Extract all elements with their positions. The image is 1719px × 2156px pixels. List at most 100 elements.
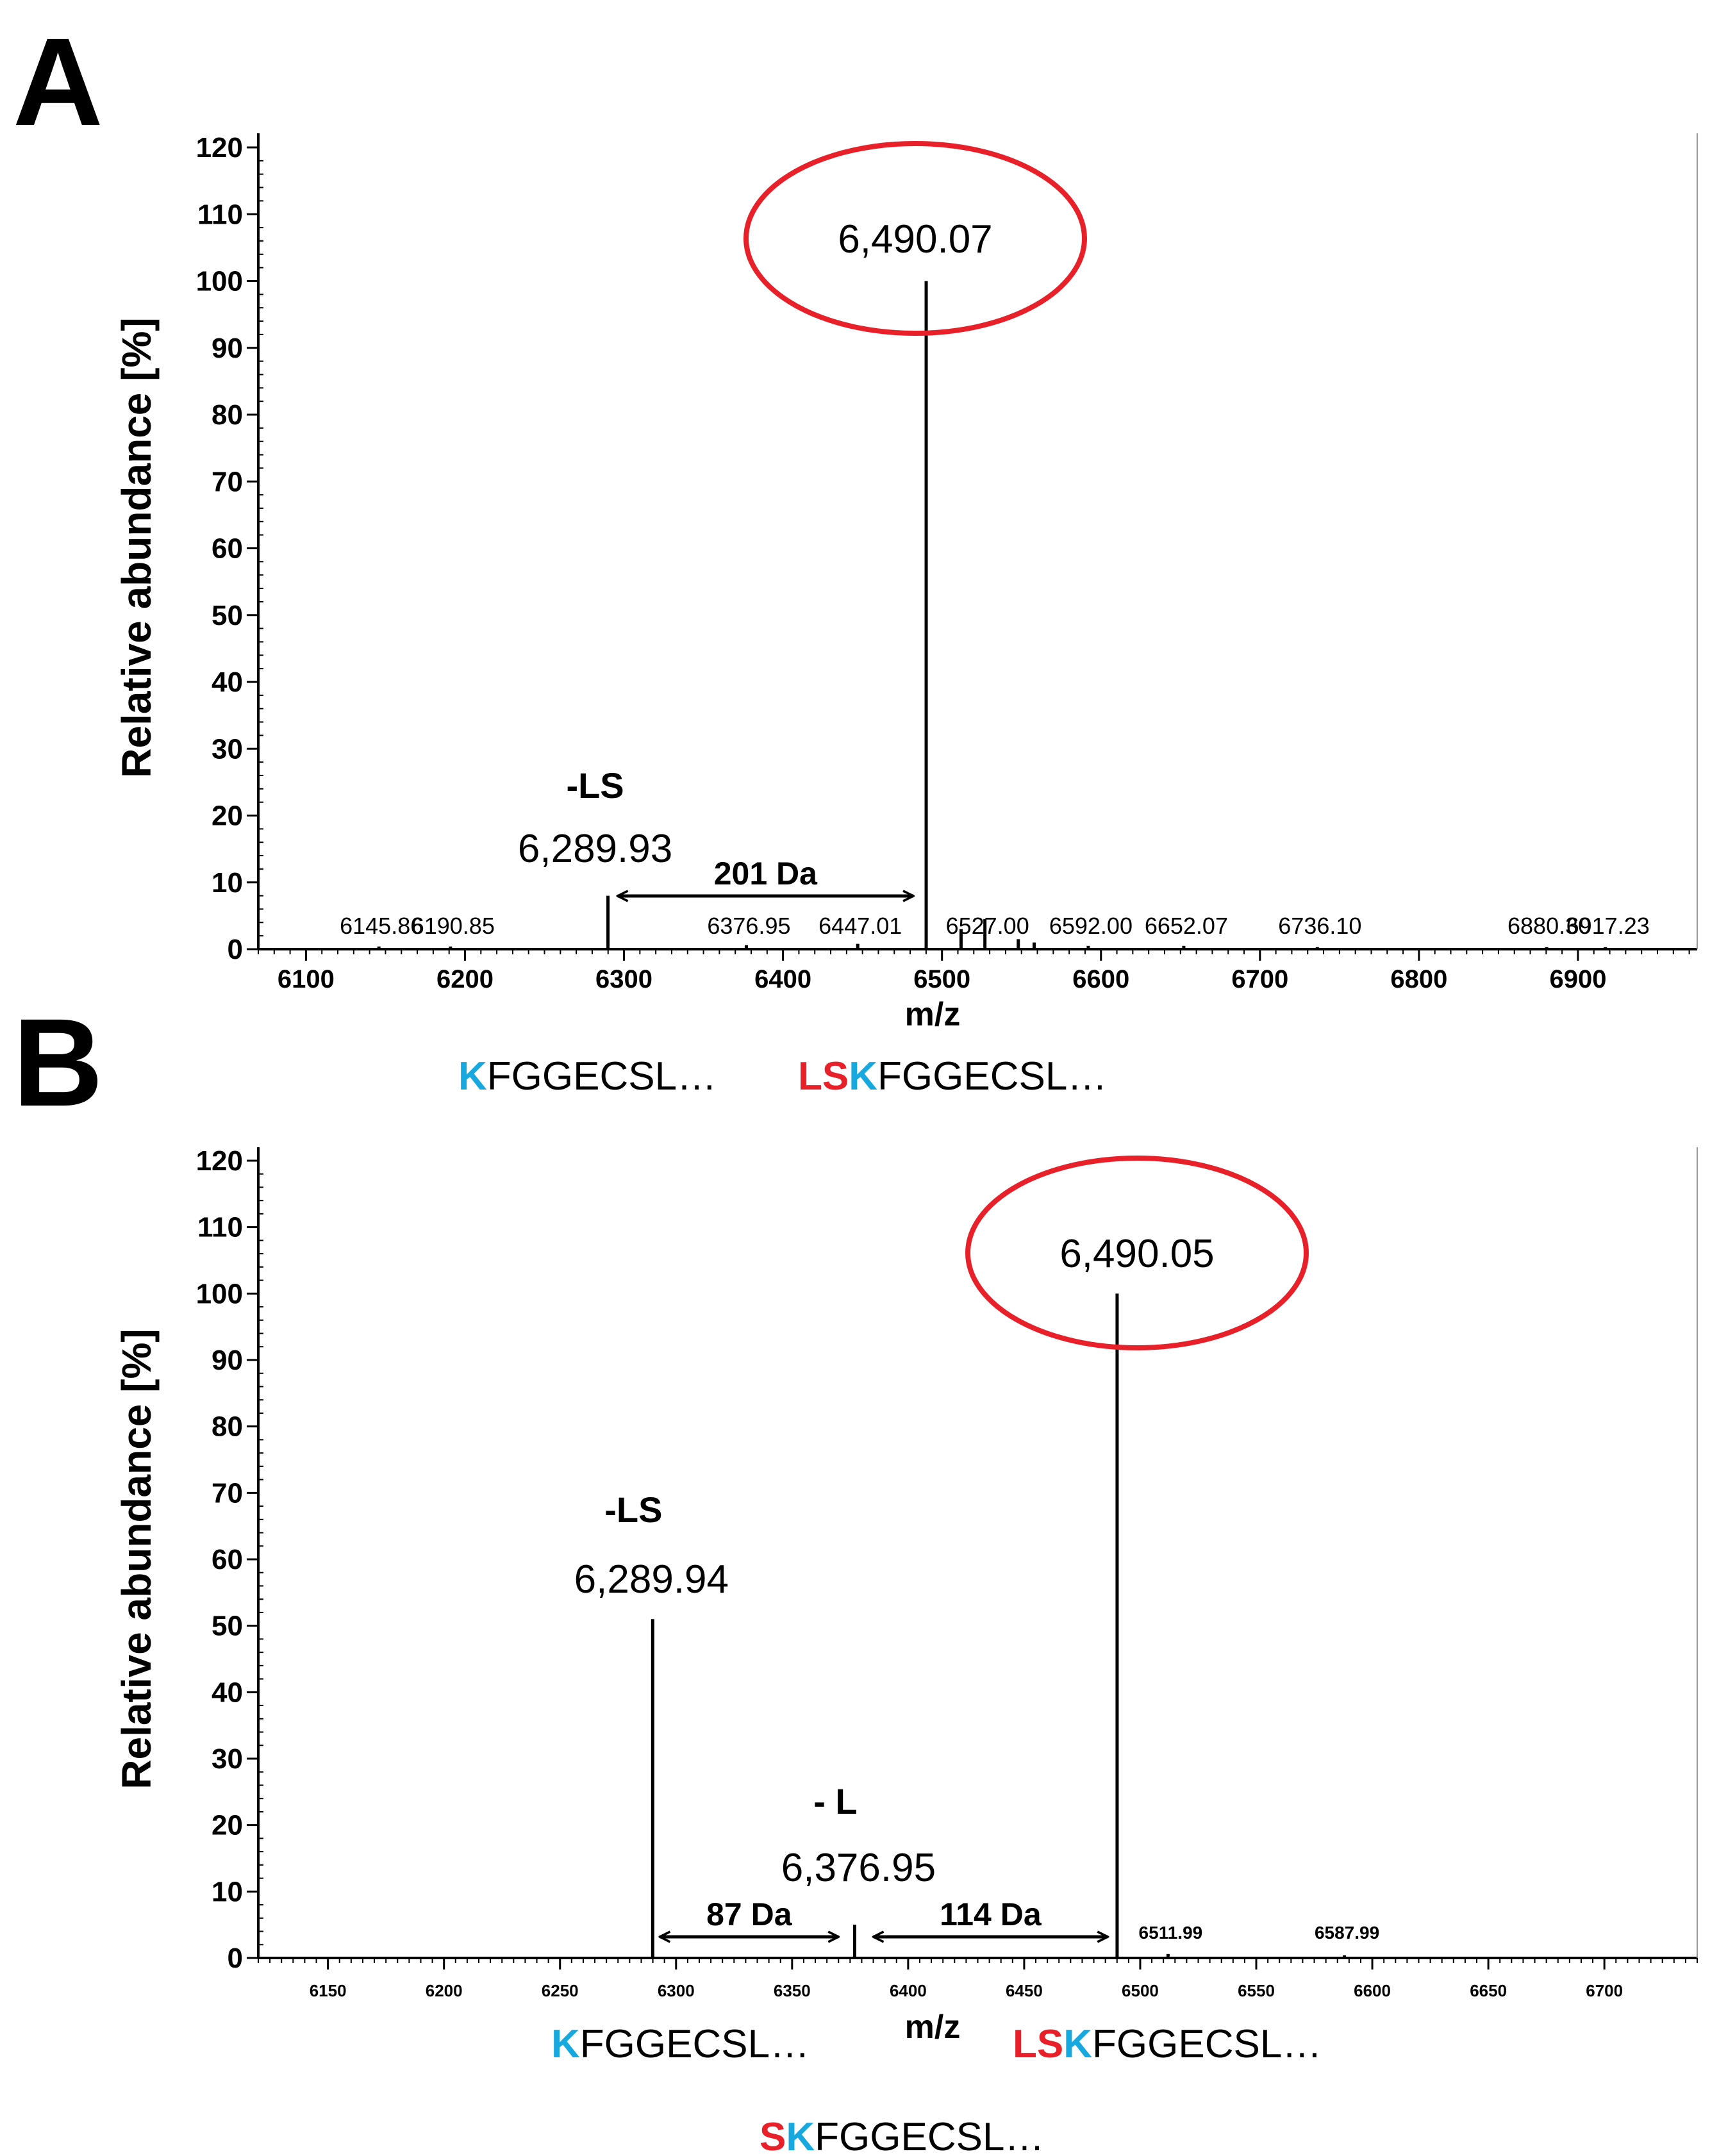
x-tick-label: 6700 [1231,965,1288,993]
y-tick-label: 110 [197,199,243,230]
y-axis-label: Relative abundance [%] [113,317,160,777]
x-tick-label: 6550 [1238,1981,1275,2000]
y-tick-label: 120 [196,132,243,163]
y-tick-label: 80 [212,399,243,431]
x-tick-label: 6100 [278,965,335,993]
x-tick-label: 6600 [1072,965,1129,993]
peak-label: 6447.01 [818,913,902,939]
sequence-part: K [551,2022,580,2066]
loss-label: -LS [604,1489,662,1530]
x-tick-label: 6300 [658,1981,695,2000]
peak-label: 6592.00 [1049,913,1133,939]
x-tick-label: 6200 [436,965,494,993]
y-tick-label: 30 [212,733,243,765]
main-peak-label: 6,490.05 [1059,1232,1214,1276]
peak-label: 6376.95 [707,913,790,939]
panel-a: A 0 10 20 30 40 50 60 70 80 90 100 110 120 6100 6200 630… [13,12,1698,1099]
y-tick-label: 30 [212,1743,243,1775]
peak-label: 6652.07 [1145,913,1228,939]
x-tick-label: 6400 [754,965,811,993]
panel-b: B 0 10 20 30 40 50 60 70 80 90 100 110 120 6150 6200 625… [13,993,1698,2156]
y-tick-label: 110 [197,1212,243,1243]
y-tick-label: 20 [212,1810,243,1841]
sequence-part: K [786,2115,815,2156]
sequence-part: K [458,1054,487,1099]
y-tick-label: 70 [212,1477,243,1509]
y-tick-label: 90 [212,1345,243,1376]
sequence-part: L [798,1054,822,1099]
y-tick-label: 120 [196,1145,243,1177]
sequence-label: KFGGECSL… [458,1054,717,1099]
y-tick-label: 70 [212,466,243,497]
sequence-label: KFGGECSL… [551,2022,810,2066]
sequence-label: LSKFGGECSL… [1013,2022,1322,2066]
sequence-part: K [849,1054,877,1099]
peak-label: 6736.10 [1278,913,1361,939]
y-tick-label: 60 [212,1544,243,1575]
loss-label: -LS [566,765,624,806]
x-tick-label: 6300 [595,965,652,993]
loss2-peak-label: 6,376.95 [781,1846,936,1890]
x-tick-label: 6350 [774,1981,811,2000]
x-tick-label: 6400 [890,1981,927,2000]
highlight-ellipse [965,1156,1309,1350]
x-tick-label: 6700 [1586,1981,1623,2000]
sequence-label: LSKFGGECSL… [798,1054,1107,1099]
x-tick-label: 6150 [310,1981,347,2000]
y-tick-label: 90 [212,333,243,364]
y-tick-label: 0 [228,934,243,965]
y-tick-label: 50 [212,600,243,631]
y-tick-label: 40 [212,1677,243,1708]
panel-letter: B [13,993,103,1132]
x-tick-label: 6900 [1549,965,1606,993]
x-tick-label: 6450 [1006,1981,1043,2000]
highlight-ellipse [743,141,1087,336]
peak-label: 6880.30 [1507,913,1591,939]
y-tick-label: 100 [196,1278,243,1309]
peak-label: 6190.85 [411,913,495,939]
x-axis-label: m/z [905,2009,961,2046]
mass-diff-label: 114 Da [940,1896,1042,1932]
main-peak-label: 6,490.07 [838,217,992,261]
sequence-part: S [760,2115,786,2156]
loss-peak-label: 6,289.93 [518,827,672,871]
mass-diff-label: 87 Da [706,1896,793,1932]
y-tick-label: 50 [212,1611,243,1642]
peak-label: 6917.23 [1566,913,1650,939]
sequence-part: S [822,1054,849,1099]
peak-label: 6527.00 [946,913,1029,939]
x-tick-label: 6800 [1390,965,1447,993]
x-tick-label: 6250 [542,1981,579,2000]
peak-label: 6145.86 [340,913,423,939]
y-axis-label: Relative abundance [%] [113,1329,160,1789]
y-tick-label: 10 [212,867,243,899]
sequence-part: L [1013,2022,1037,2066]
y-tick-label: 0 [228,1943,243,1974]
sequence-part: K [1063,2022,1092,2066]
x-axis-label: m/z [905,996,961,1033]
sequence-label: SKFGGECSL… [760,2115,1044,2156]
x-tick-label: 6500 [1122,1981,1159,2000]
sequence-part: S [1037,2022,1063,2066]
x-tick-label: 6500 [913,965,970,993]
x-tick-label: 6600 [1354,1981,1391,2000]
sequence-part: FGGECSL… [877,1054,1107,1099]
y-tick-label: 60 [212,533,243,565]
sequence-part: FGGECSL… [580,2022,810,2066]
sequence-part: FGGECSL… [487,1054,717,1099]
y-tick-label: 40 [212,667,243,698]
peak-label: 6511.99 [1139,1923,1203,1943]
y-tick-label: 20 [212,800,243,832]
peak-label: 6587.99 [1315,1923,1379,1943]
loss2-label: - L [813,1781,857,1821]
y-tick-label: 10 [212,1876,243,1907]
panel-letter: A [13,12,103,152]
x-tick-label: 6650 [1470,1981,1507,2000]
mass-diff-label: 201 Da [714,856,818,891]
sequence-part: FGGECSL… [815,2115,1044,2156]
loss-peak-label: 6,289.94 [574,1557,729,1602]
sequence-part: FGGECSL… [1092,2022,1322,2066]
y-tick-label: 100 [196,266,243,297]
x-tick-label: 6200 [426,1981,463,2000]
